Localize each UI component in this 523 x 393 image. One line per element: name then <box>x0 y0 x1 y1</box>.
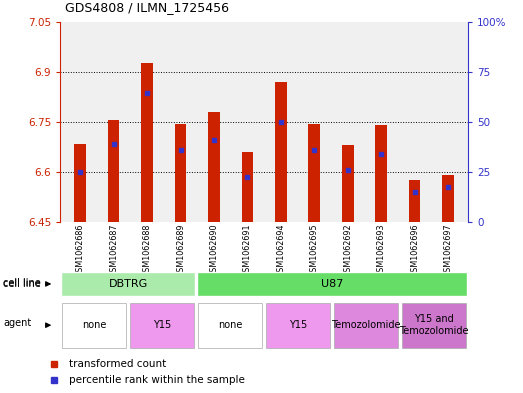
Text: cell line: cell line <box>3 278 41 288</box>
Bar <box>62 303 127 348</box>
Text: percentile rank within the sample: percentile rank within the sample <box>69 375 244 385</box>
Bar <box>376 125 387 222</box>
Bar <box>442 175 454 222</box>
Bar <box>141 63 153 222</box>
Bar <box>334 303 399 348</box>
Text: U87: U87 <box>321 279 343 289</box>
Bar <box>197 272 467 296</box>
Text: DBTRG: DBTRG <box>108 279 148 289</box>
Bar <box>208 112 220 222</box>
Bar <box>266 303 331 348</box>
Text: none: none <box>82 320 106 330</box>
Text: cell line: cell line <box>3 279 40 289</box>
Bar <box>342 145 354 222</box>
Text: Temozolomide: Temozolomide <box>332 320 401 330</box>
Text: Y15 and
Temozolomide: Y15 and Temozolomide <box>400 314 469 336</box>
Text: transformed count: transformed count <box>69 358 166 369</box>
Bar <box>175 123 186 222</box>
Bar <box>61 272 195 296</box>
Bar <box>108 120 119 222</box>
Bar <box>74 143 86 222</box>
Text: none: none <box>218 320 242 330</box>
Bar <box>402 303 467 348</box>
Bar <box>242 152 253 222</box>
Bar <box>309 123 320 222</box>
Bar <box>409 180 420 222</box>
Bar <box>130 303 195 348</box>
Bar <box>198 303 263 348</box>
Text: Y15: Y15 <box>289 320 307 330</box>
Text: agent: agent <box>3 318 31 328</box>
Text: Y15: Y15 <box>153 320 171 330</box>
Text: GDS4808 / ILMN_1725456: GDS4808 / ILMN_1725456 <box>65 1 230 14</box>
Bar <box>275 82 287 222</box>
